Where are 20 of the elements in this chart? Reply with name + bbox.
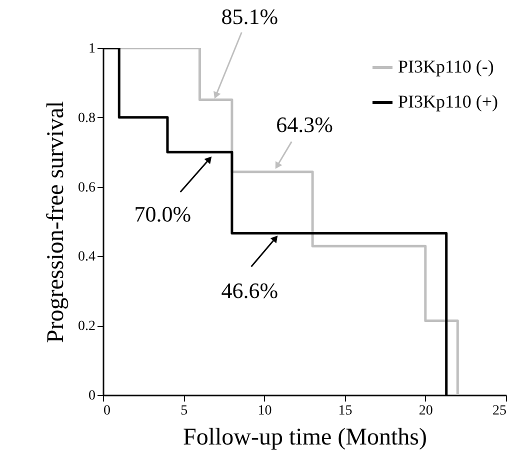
y-axis-title: Progression-free survival xyxy=(43,100,69,343)
x-tick-label: 20 xyxy=(418,404,433,418)
annotation: 85.1% xyxy=(221,4,278,29)
y-tick-label: 0.4 xyxy=(78,250,96,265)
legend-label: PI3Kp110 (-) xyxy=(398,56,494,76)
x-tick-label: 10 xyxy=(258,404,272,418)
x-tick-label: 15 xyxy=(338,404,352,418)
annotation: 64.3% xyxy=(276,112,333,138)
annotation: 46.6% xyxy=(221,278,278,303)
y-tick-label: 0.6 xyxy=(78,180,96,196)
x-axis-title: Follow-up time (Months) xyxy=(183,424,427,450)
x-tick-label: 25 xyxy=(492,404,506,418)
x-tick-label: 5 xyxy=(180,404,188,418)
y-tick-label: 1 xyxy=(88,42,96,56)
annotation: 70.0% xyxy=(134,202,192,227)
y-tick-label: 0.2 xyxy=(78,319,96,334)
legend-label: PI3Kp110 (+) xyxy=(398,92,498,112)
y-tick-label: 0.8 xyxy=(78,110,96,126)
x-tick-label: 0 xyxy=(104,404,110,418)
y-tick-label: 0 xyxy=(88,388,96,404)
